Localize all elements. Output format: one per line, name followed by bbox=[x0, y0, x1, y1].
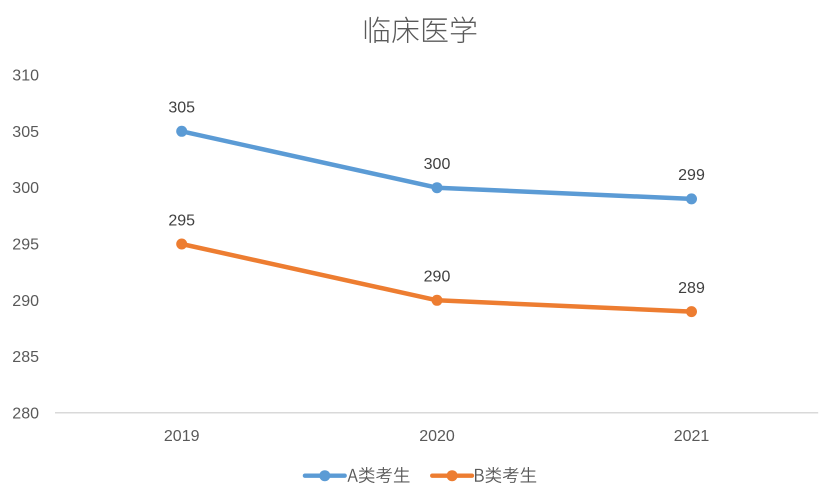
y-axis-tick-label: 290 bbox=[12, 293, 39, 310]
glyph-A bbox=[347, 468, 358, 482]
y-axis-tick-label: 300 bbox=[12, 180, 39, 197]
glyph-临 bbox=[364, 16, 390, 44]
series-b-marker-2 bbox=[686, 306, 697, 318]
glyph-类 bbox=[358, 467, 375, 484]
data-label: 300 bbox=[424, 156, 451, 173]
series-b-marker-1 bbox=[431, 294, 443, 306]
legend bbox=[302, 467, 537, 484]
x-axis-tick-label: 2021 bbox=[674, 428, 710, 445]
legend-label-b-glyphs bbox=[474, 467, 537, 484]
y-axis-tick-label: 295 bbox=[12, 237, 39, 254]
glyph-医 bbox=[422, 18, 448, 42]
y-axis-tick-label: 280 bbox=[12, 406, 39, 423]
glyph-学 bbox=[450, 16, 477, 44]
series-a bbox=[176, 125, 697, 205]
series-a-data-labels: 305 300 299 bbox=[168, 100, 705, 185]
glyph-B bbox=[474, 468, 484, 482]
series-b-marker-0 bbox=[176, 238, 188, 250]
legend-a-marker bbox=[319, 470, 331, 482]
glyph-生 bbox=[520, 467, 537, 483]
y-axis-tick-label: 305 bbox=[12, 124, 39, 141]
legend-item-b bbox=[430, 467, 537, 484]
data-label: 295 bbox=[168, 212, 195, 229]
series-b bbox=[176, 238, 697, 318]
glyph-考 bbox=[502, 467, 519, 483]
data-label: 305 bbox=[168, 100, 195, 117]
series-a-marker-2 bbox=[686, 193, 697, 205]
legend-b-marker bbox=[446, 470, 458, 482]
legend-label-a-glyphs bbox=[347, 467, 410, 484]
series-a-marker-0 bbox=[176, 125, 188, 137]
series-b-data-labels: 295 290 289 bbox=[168, 212, 705, 297]
data-label: 289 bbox=[678, 280, 705, 297]
series-a-marker-1 bbox=[431, 182, 443, 194]
x-axis-tick-label: 2020 bbox=[419, 428, 455, 445]
chart-title-glyphs bbox=[364, 16, 477, 44]
x-axis: 2019 2020 2021 bbox=[164, 428, 709, 445]
y-axis-tick-label: 310 bbox=[12, 68, 39, 85]
glyph-类 bbox=[485, 467, 502, 484]
data-label: 290 bbox=[424, 269, 451, 286]
y-axis: 310 305 300 295 290 285 280 bbox=[12, 68, 39, 423]
glyph-生 bbox=[393, 467, 410, 483]
legend-item-a bbox=[302, 467, 410, 484]
y-axis-tick-label: 285 bbox=[12, 349, 39, 366]
glyph-考 bbox=[376, 467, 392, 483]
x-axis-tick-label: 2019 bbox=[164, 428, 200, 445]
data-label: 299 bbox=[678, 167, 705, 184]
glyph-床 bbox=[392, 16, 419, 44]
